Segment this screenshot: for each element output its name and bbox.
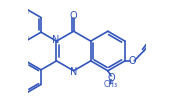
Text: N: N xyxy=(52,35,59,45)
Text: O: O xyxy=(128,56,136,66)
Text: O: O xyxy=(70,11,77,21)
Text: CH₃: CH₃ xyxy=(103,80,117,89)
Text: N: N xyxy=(70,67,77,77)
Text: O: O xyxy=(108,73,116,83)
